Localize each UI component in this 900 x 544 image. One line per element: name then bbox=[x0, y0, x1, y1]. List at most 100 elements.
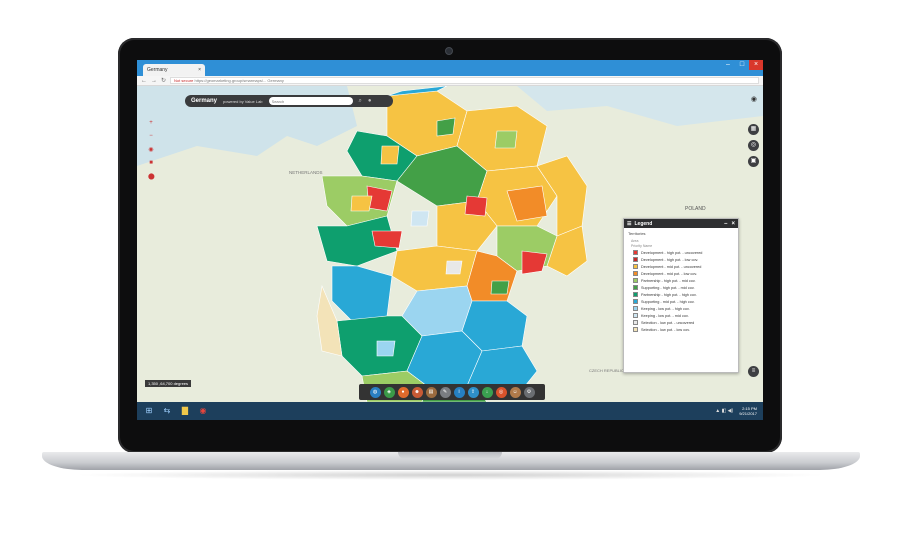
legend-swatch bbox=[633, 285, 638, 290]
legend-swatch bbox=[633, 306, 638, 311]
tab-close-icon[interactable]: × bbox=[198, 67, 201, 73]
minus-icon[interactable]: – bbox=[724, 220, 728, 227]
legend-item-label: Development - mid pot. - low cov. bbox=[641, 271, 698, 276]
system-tray: ▲ ◧ ◀) 2:15 PM 9/21/2017 bbox=[715, 406, 757, 416]
person-icon[interactable]: ☻ bbox=[411, 386, 423, 398]
window-controls: – □ × bbox=[721, 60, 763, 76]
legend-title: Legend bbox=[634, 220, 653, 227]
laptop-shadow bbox=[70, 470, 830, 480]
legend-item-label: Selection - low pot. - low cov. bbox=[641, 327, 690, 332]
legend-swatch bbox=[633, 271, 638, 276]
legend-item-label: Partnership - high pot. - high cov. bbox=[641, 292, 697, 297]
legend-item: Selection - low pot. - uncovered bbox=[633, 319, 734, 326]
url-field[interactable]: Not secure https://geomarketing.group/sm… bbox=[170, 77, 759, 84]
legend-body: Territories Area Priority Name Developme… bbox=[624, 228, 738, 336]
laptop-screen: Germany × – □ × ← → ↻ Not secure https:/… bbox=[137, 60, 763, 420]
select-icon[interactable]: ■ bbox=[149, 160, 153, 166]
legend-item-label: Supporting - mid pot. - high cov. bbox=[641, 299, 695, 304]
location-icon[interactable]: ● bbox=[397, 386, 409, 398]
legend-item: Selection - low pot. - low cov. bbox=[633, 326, 734, 333]
locate-icon[interactable]: ◉ bbox=[148, 147, 154, 153]
info-icon[interactable]: i bbox=[453, 386, 465, 398]
chrome-icon[interactable]: ◉ bbox=[199, 406, 207, 415]
tray-icons[interactable]: ▲ ◧ ◀) bbox=[715, 408, 734, 414]
close-icon[interactable]: × bbox=[731, 220, 735, 227]
legend-field-sub: Priority Name bbox=[631, 244, 653, 248]
settings-icon[interactable]: ⚙ bbox=[523, 386, 535, 398]
legend-header: ☰ Legend – × bbox=[624, 219, 738, 228]
legend-item: Development - mid pot. - low cov. bbox=[633, 270, 734, 277]
webcam bbox=[445, 47, 453, 55]
legend-items: Development - high pot. - uncovered Devel… bbox=[628, 249, 734, 333]
legend-swatch bbox=[633, 257, 638, 262]
grid-button[interactable]: ▦ bbox=[748, 124, 759, 135]
zoom-out-button[interactable]: − bbox=[149, 133, 153, 139]
legend-item: Partnership - high pot. - mid cov. bbox=[633, 277, 734, 284]
windows-icon[interactable]: ⊞ bbox=[145, 406, 153, 415]
eye-icon[interactable]: ◉ bbox=[750, 96, 757, 103]
map-canvas: NETHERLANDS POLAND CZECH REPUBLIC bbox=[137, 86, 763, 402]
target-icon[interactable]: ◎ bbox=[495, 386, 507, 398]
search-input[interactable] bbox=[268, 97, 353, 105]
window-close-button[interactable]: × bbox=[749, 60, 763, 70]
legend-item-label: Selection - low pot. - uncovered bbox=[641, 320, 695, 325]
clock-time: 2:15 PM bbox=[742, 406, 757, 411]
globe-icon[interactable]: ◍ bbox=[369, 386, 381, 398]
dots-icon[interactable]: ● bbox=[367, 98, 372, 104]
share-icon[interactable]: ⇪ bbox=[467, 386, 479, 398]
legend-swatch bbox=[633, 250, 638, 255]
powered-by-text: powered by Value Lab bbox=[223, 98, 263, 104]
legend-item-label: Development - high pot. - uncovered bbox=[641, 250, 703, 255]
map-view[interactable]: NETHERLANDS POLAND CZECH REPUBLIC German… bbox=[137, 86, 763, 402]
os-taskbar: ⊞ ⇆ ▇ ◉ ▲ ◧ ◀) 2:15 PM 9/21/2017 bbox=[137, 402, 763, 420]
laptop-base bbox=[42, 452, 860, 470]
reload-icon[interactable]: ↻ bbox=[161, 78, 167, 84]
minimize-button[interactable]: – bbox=[726, 61, 730, 68]
list-button[interactable]: ≡ bbox=[748, 366, 759, 377]
draw-icon[interactable]: ⬤ bbox=[148, 174, 155, 180]
legend-item: Partnership - high pot. - high cov. bbox=[633, 291, 734, 298]
browser-tab[interactable]: Germany × bbox=[143, 64, 205, 76]
edit-icon[interactable]: ✎ bbox=[439, 386, 451, 398]
legend-item: Keeping - low pot. - mid cov. bbox=[633, 312, 734, 319]
layers-icon[interactable]: ◈ bbox=[383, 386, 395, 398]
legend-icon: ☰ bbox=[627, 220, 632, 227]
task-view-icon[interactable]: ⇆ bbox=[163, 406, 171, 415]
zoom-in-button[interactable]: + bbox=[149, 120, 153, 126]
map-header-bar: Germany powered by Value Lab ⌕ ● bbox=[185, 95, 393, 107]
legend-item-label: Partnership - high pot. - mid cov. bbox=[641, 278, 696, 283]
user-icon[interactable]: ☺ bbox=[509, 386, 521, 398]
legend-item-label: Development - mid pot. - uncovered bbox=[641, 264, 702, 269]
tab-title: Germany bbox=[147, 67, 168, 73]
legend-item-label: Keeping - low pot. - mid cov. bbox=[641, 313, 689, 318]
legend-item-label: Keeping - low pot. - high cov. bbox=[641, 306, 690, 311]
legend-item: Keeping - low pot. - high cov. bbox=[633, 305, 734, 312]
clock-date: 9/21/2017 bbox=[739, 411, 757, 416]
download-icon[interactable]: ↓ bbox=[481, 386, 493, 398]
map-label-poland: POLAND bbox=[685, 206, 706, 212]
map-label-czech: CZECH REPUBLIC bbox=[589, 368, 624, 373]
legend-item: Supporting - mid pot. - high cov. bbox=[633, 298, 734, 305]
clock[interactable]: 2:15 PM 9/21/2017 bbox=[739, 406, 757, 416]
legend-swatch bbox=[633, 299, 638, 304]
legend-item-label: Supporting - high pot. - mid cov. bbox=[641, 285, 695, 290]
maximize-button[interactable]: □ bbox=[739, 61, 745, 68]
legend-swatch bbox=[633, 320, 638, 325]
legend-subtitle: Territories bbox=[628, 231, 646, 236]
legend-swatch bbox=[633, 313, 638, 318]
security-label: Not secure bbox=[174, 78, 194, 83]
browser-tab-bar: Germany × – □ × bbox=[137, 60, 763, 76]
scale-readout: 1,350 ,64,700 degrees bbox=[145, 380, 192, 387]
url-text: https://geomarketing.group/smarmaps/... … bbox=[194, 78, 284, 83]
map-label-netherlands: NETHERLANDS bbox=[289, 170, 323, 175]
forward-icon[interactable]: → bbox=[151, 77, 157, 84]
back-icon[interactable]: ← bbox=[141, 77, 147, 84]
legend-swatch bbox=[633, 278, 638, 283]
target-button[interactable]: ◎ bbox=[748, 140, 759, 151]
chart-icon[interactable]: ▤ bbox=[425, 386, 437, 398]
print-button[interactable]: ▣ bbox=[748, 156, 759, 167]
zoom-toolbar: + − ◉ ■ ⬤ bbox=[148, 120, 155, 180]
folder-icon[interactable]: ▇ bbox=[181, 406, 189, 415]
legend-item-label: Development - high pot. - low cov. bbox=[641, 257, 699, 262]
search-icon[interactable]: ⌕ bbox=[358, 97, 362, 104]
